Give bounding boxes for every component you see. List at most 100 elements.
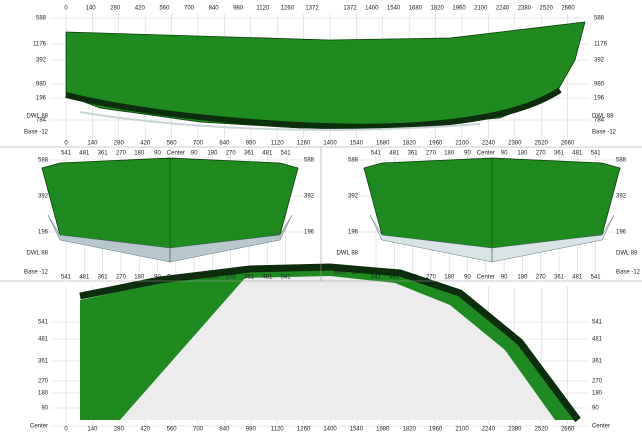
breadth-tick-label: Center	[592, 424, 610, 430]
breadth-tick-label: 180	[134, 275, 145, 281]
waterline-label: DWL 88	[592, 114, 614, 120]
breadth-tick-label: 270	[426, 275, 437, 281]
x-tick-label: 700	[184, 6, 195, 12]
labels: 0 140 280 420 560 700 840 980 1120 1260 1372 1372 14…	[24, 6, 641, 432]
breadth-tick-label: 270	[226, 151, 237, 157]
breadth-tick-label: 180	[207, 151, 218, 157]
breadth-tick-label: 270	[116, 275, 127, 281]
x-tick-label: 2240	[482, 427, 496, 432]
x-tick-label: 280	[114, 427, 125, 432]
breadth-tick-label: 361	[98, 151, 109, 157]
y-tick-label: 392	[594, 58, 605, 64]
x-tick-label: 2520	[535, 141, 549, 147]
x-tick-label: 840	[219, 141, 230, 147]
x-tick-label: 420	[140, 427, 151, 432]
x-tick-label: 1120	[271, 427, 285, 432]
x-tick-label: 0	[64, 141, 68, 147]
x-tick-label: 1372	[343, 6, 357, 12]
x-tick-label: 1960	[452, 6, 466, 12]
breadth-tick-label: 90	[154, 275, 161, 281]
x-tick-label: 2100	[474, 6, 488, 12]
breadth-tick-label: 541	[61, 275, 72, 281]
base-label: Base -12	[592, 130, 617, 136]
breadth-tick-label: 361	[38, 359, 49, 365]
waterline-label: DWL 88	[27, 251, 49, 257]
height-tick-label: 196	[348, 230, 359, 236]
profile-keel-band	[65, 87, 562, 130]
breadth-tick-label: 541	[281, 275, 292, 281]
x-tick-label: 1960	[429, 427, 443, 432]
y-tick-label: 588	[36, 16, 47, 22]
x-tick-label: 1820	[403, 141, 417, 147]
breadth-tick-label: 481	[262, 151, 273, 157]
breadth-tick-label: 180	[134, 151, 145, 157]
height-tick-label: 196	[304, 230, 315, 236]
x-tick-label: 1260	[297, 427, 311, 432]
height-tick-label: 392	[348, 194, 359, 200]
x-tick-label: 560	[167, 427, 178, 432]
height-tick-label: 588	[304, 158, 315, 164]
breadth-tick-label: 180	[444, 275, 455, 281]
x-tick-label: 420	[135, 6, 146, 12]
base-label: Base -12	[334, 270, 359, 276]
breadth-tick-label: Center	[30, 424, 48, 430]
x-tick-label: 1400	[323, 141, 337, 147]
x-tick-label: 2520	[535, 427, 549, 432]
breadth-tick-label: 90	[464, 151, 471, 157]
breadth-tick-label: 481	[572, 275, 583, 281]
x-tick-label: 1680	[409, 6, 423, 12]
x-tick-label: 980	[246, 427, 257, 432]
y-tick-label: 980	[36, 82, 47, 88]
breadth-tick-label: 361	[554, 275, 565, 281]
breadth-tick-label: 90	[501, 151, 508, 157]
profile-bottom	[79, 111, 481, 131]
x-tick-label: 840	[209, 6, 220, 12]
breadth-tick-label: 90	[41, 406, 48, 412]
x-tick-label: 980	[233, 6, 244, 12]
x-tick-label: 1680	[376, 141, 390, 147]
y-tick-label: 196	[594, 96, 605, 102]
breadth-tick-label: 541	[38, 320, 49, 326]
waterline-label: DWL 88	[27, 114, 49, 120]
x-tick-label: 1120	[271, 141, 285, 147]
x-tick-label: 560	[167, 141, 178, 147]
x-tick-label: 140	[87, 141, 98, 147]
x-tick-label: 2240	[496, 6, 510, 12]
breadth-tick-label: 270	[536, 151, 547, 157]
breadth-tick-label: 541	[591, 151, 602, 157]
x-tick-label: 1540	[350, 427, 364, 432]
y-tick-label: 196	[36, 96, 47, 102]
y-tick-label: 588	[594, 16, 605, 22]
breadth-tick-label: 270	[226, 275, 237, 281]
x-tick-label: 280	[114, 141, 125, 147]
breadth-tick-label: 481	[592, 337, 603, 343]
breadth-tick-label: 361	[554, 151, 565, 157]
breadth-tick-label: 270	[426, 151, 437, 157]
y-tick-label: 1176	[594, 42, 608, 48]
height-tick-label: 196	[616, 230, 627, 236]
y-tick-label: 784	[594, 118, 605, 124]
x-tick-label: 2100	[455, 427, 469, 432]
x-tick-label: 2240	[482, 141, 496, 147]
breadth-tick-label: Center	[167, 151, 185, 157]
x-tick-label: 1372	[305, 6, 319, 12]
x-tick-label: 1820	[403, 427, 417, 432]
y-tick-label: 1176	[33, 42, 47, 48]
x-tick-label: 700	[193, 427, 204, 432]
breadth-tick-label: 361	[98, 275, 109, 281]
breadth-tick-label: 90	[191, 151, 198, 157]
x-tick-label: 2660	[561, 427, 575, 432]
base-label: Base -12	[24, 130, 49, 136]
breadth-tick-label: 361	[592, 359, 603, 365]
x-tick-label: 1540	[350, 141, 364, 147]
x-tick-label: 2660	[561, 6, 575, 12]
breadth-tick-label: 270	[116, 151, 127, 157]
x-tick-label: 560	[159, 6, 170, 12]
breadth-tick-label: 361	[408, 151, 419, 157]
breadth-tick-label: 541	[591, 275, 602, 281]
breadth-tick-label: 270	[536, 275, 547, 281]
breadth-tick-label: 541	[371, 151, 382, 157]
waterline-label: DWL 88	[337, 251, 359, 257]
breadth-tick-label: 481	[79, 151, 90, 157]
x-tick-label: 420	[140, 141, 151, 147]
